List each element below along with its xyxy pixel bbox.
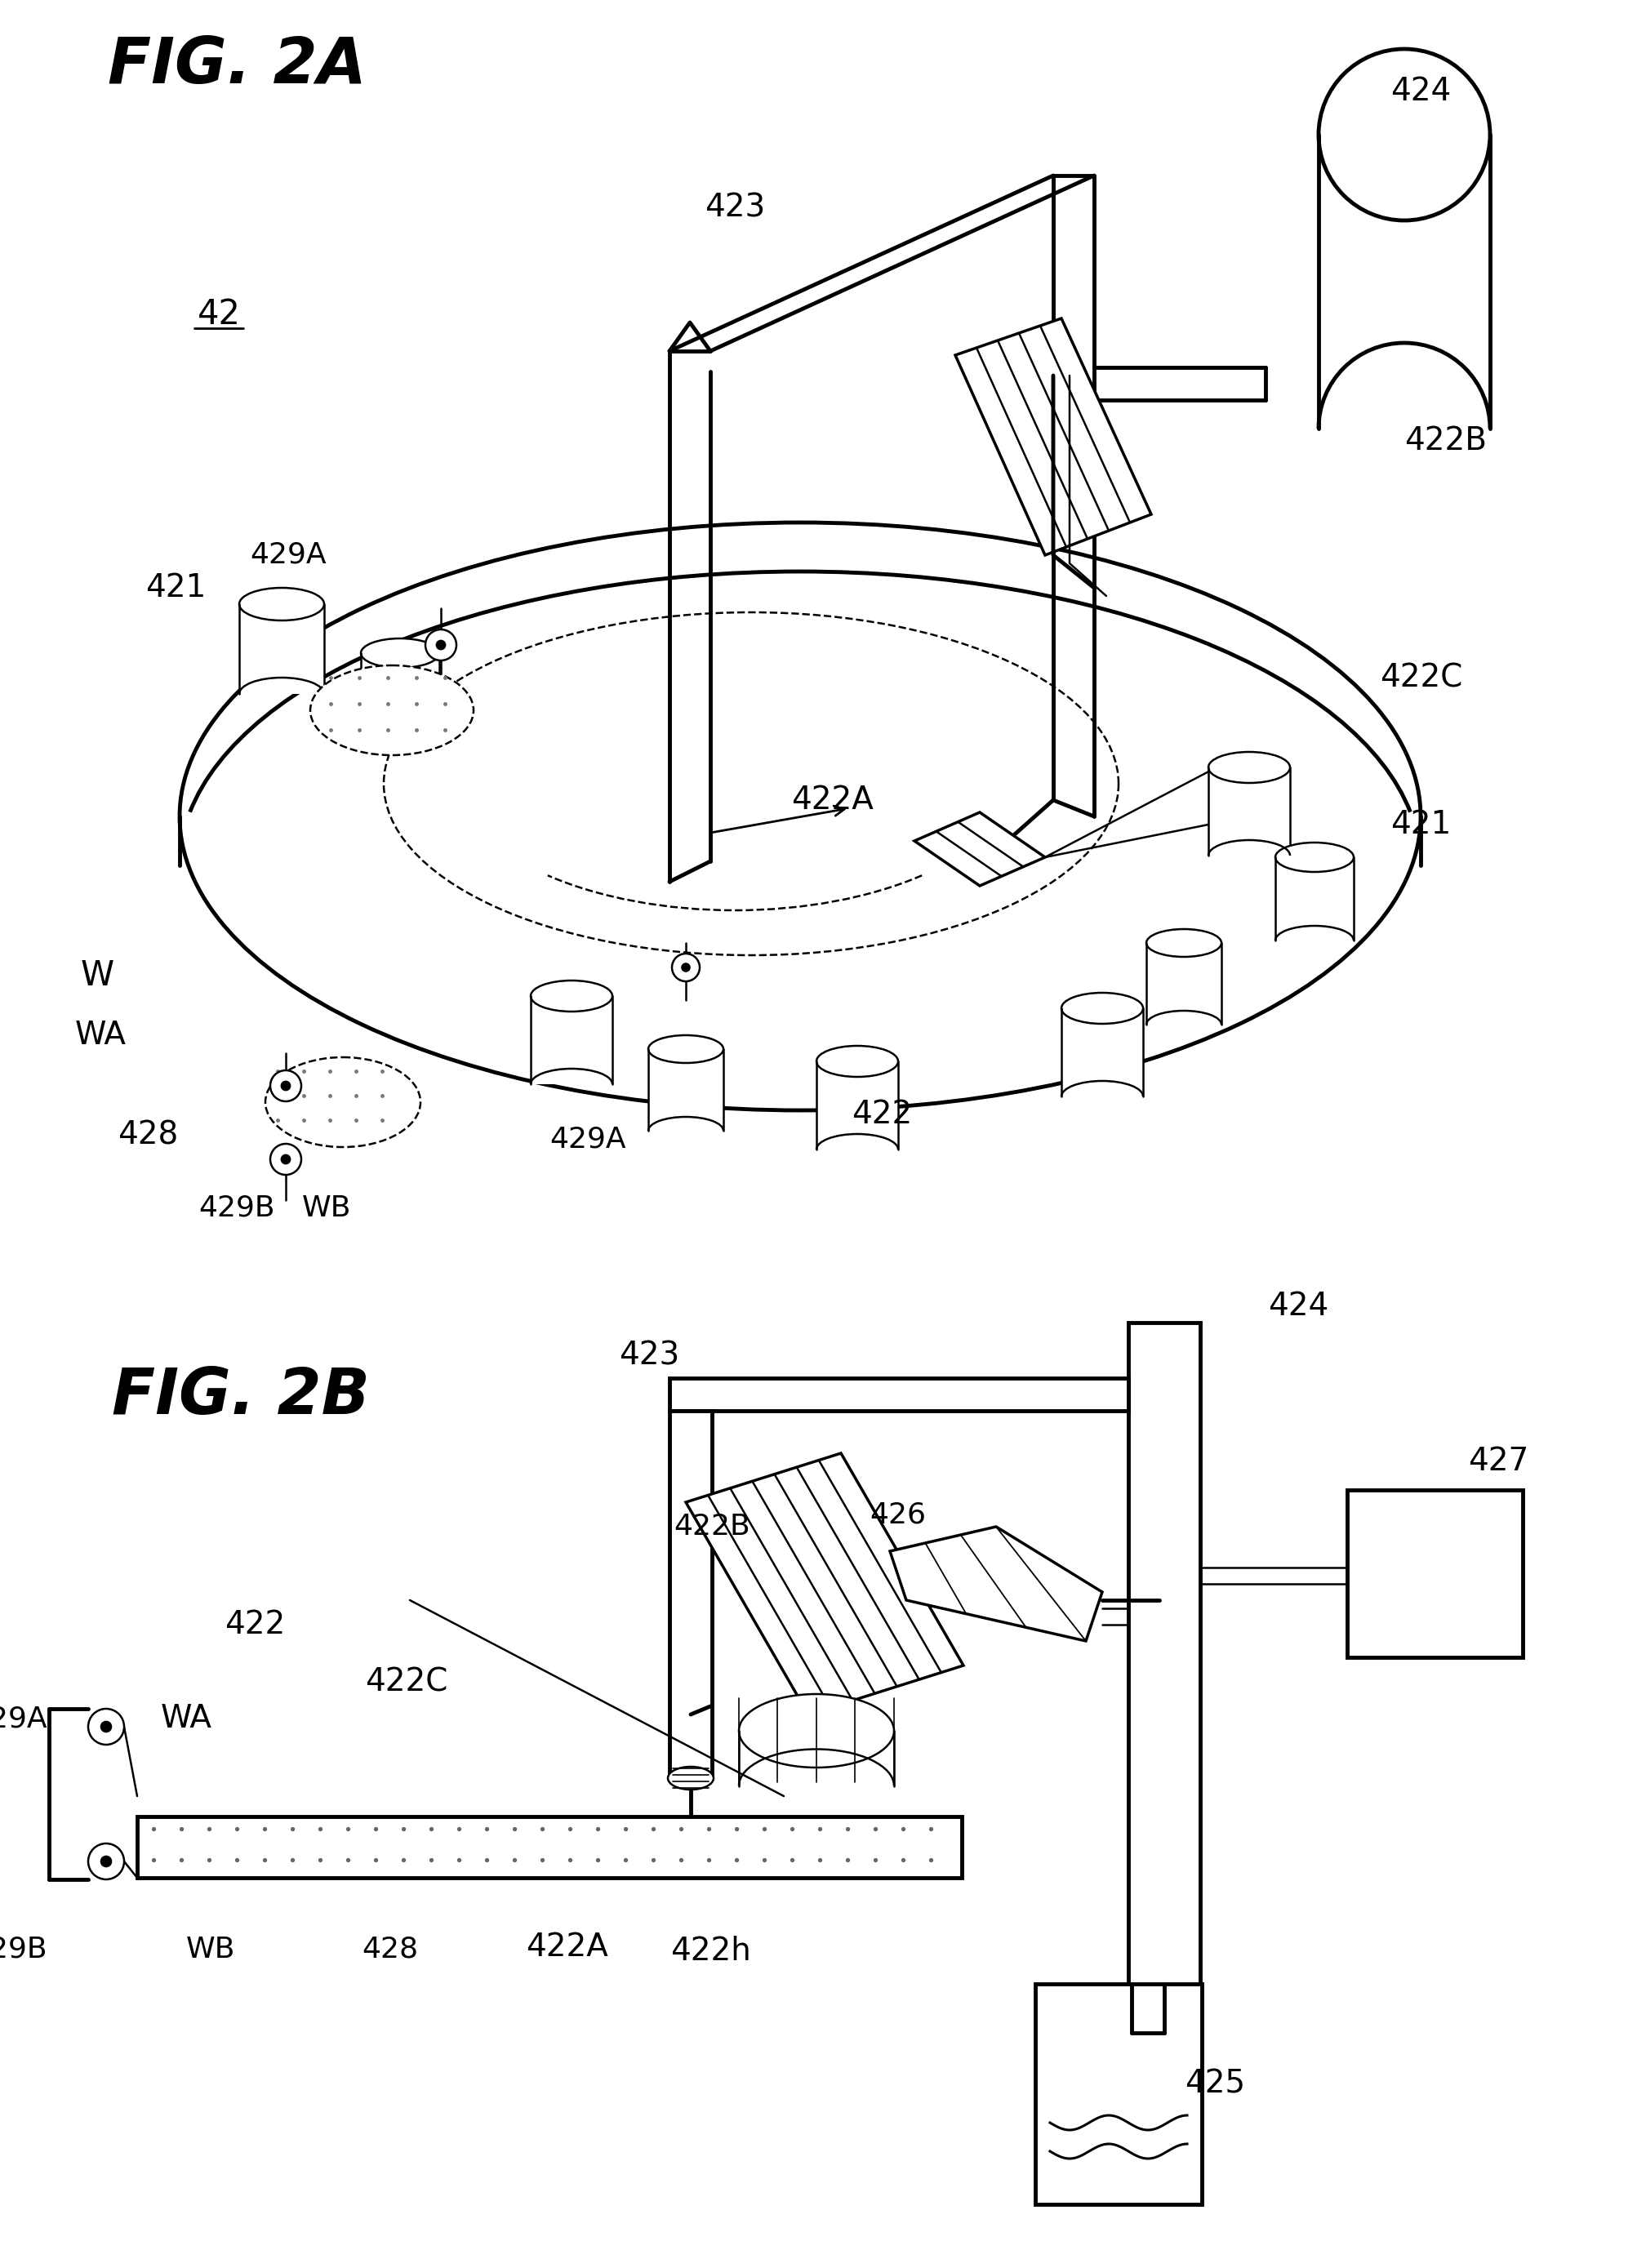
Bar xyxy=(360,653,439,735)
Bar xyxy=(670,1411,712,1778)
Polygon shape xyxy=(889,1526,1102,1642)
Text: 429A: 429A xyxy=(0,1706,47,1733)
Bar xyxy=(1035,1984,1202,2204)
Bar xyxy=(239,603,324,694)
Polygon shape xyxy=(686,1454,963,1715)
Ellipse shape xyxy=(668,1767,714,1789)
Ellipse shape xyxy=(1208,753,1290,782)
Ellipse shape xyxy=(180,522,1419,1111)
Bar xyxy=(1128,1322,1200,2032)
Text: 423: 423 xyxy=(704,193,764,225)
Text: 422B: 422B xyxy=(1403,426,1486,456)
Text: WA: WA xyxy=(75,1021,126,1050)
Bar xyxy=(530,996,612,1084)
Text: 422: 422 xyxy=(224,1610,285,1640)
Text: WB: WB xyxy=(187,1935,236,1964)
Text: 429A: 429A xyxy=(250,542,326,569)
Bar xyxy=(1347,1490,1522,1658)
Text: 422: 422 xyxy=(851,1100,912,1129)
Circle shape xyxy=(671,953,699,982)
Text: 422C: 422C xyxy=(1378,662,1462,694)
Text: FIG. 2B: FIG. 2B xyxy=(111,1365,370,1427)
Text: 429B: 429B xyxy=(0,1935,47,1964)
Text: 422h: 422h xyxy=(670,1935,750,1966)
Text: 425: 425 xyxy=(1184,2068,1244,2098)
Text: 426: 426 xyxy=(869,1501,927,1529)
Text: 421: 421 xyxy=(1390,810,1450,839)
Text: 424: 424 xyxy=(1267,1290,1328,1322)
Circle shape xyxy=(282,1154,290,1163)
Circle shape xyxy=(101,1721,111,1733)
Text: 422B: 422B xyxy=(673,1513,750,1540)
Text: FIG. 2A: FIG. 2A xyxy=(108,34,367,95)
Text: 428: 428 xyxy=(362,1935,419,1964)
Bar xyxy=(1275,857,1354,941)
Circle shape xyxy=(270,1143,301,1175)
Text: 427: 427 xyxy=(1467,1447,1527,1476)
Text: 429B: 429B xyxy=(198,1195,275,1222)
Ellipse shape xyxy=(738,1694,894,1767)
Bar xyxy=(648,1050,724,1132)
Circle shape xyxy=(101,1855,111,1867)
Ellipse shape xyxy=(360,637,439,667)
Ellipse shape xyxy=(239,587,324,621)
Ellipse shape xyxy=(1146,930,1221,957)
Bar xyxy=(138,1817,961,1878)
Text: 421: 421 xyxy=(146,572,206,603)
Text: 422A: 422A xyxy=(791,785,874,816)
Polygon shape xyxy=(954,318,1151,556)
Bar xyxy=(1061,1009,1143,1095)
Text: 424: 424 xyxy=(1390,75,1450,107)
Ellipse shape xyxy=(648,1034,724,1064)
Text: 423: 423 xyxy=(619,1340,679,1370)
Circle shape xyxy=(426,631,457,660)
Circle shape xyxy=(282,1082,290,1091)
Text: 42: 42 xyxy=(196,297,241,331)
Ellipse shape xyxy=(817,1046,897,1077)
Text: 428: 428 xyxy=(118,1120,178,1150)
Ellipse shape xyxy=(309,665,473,755)
Bar xyxy=(817,1061,897,1150)
Bar xyxy=(670,1379,1128,1411)
FancyArrowPatch shape xyxy=(712,805,845,832)
Ellipse shape xyxy=(1275,841,1354,871)
Ellipse shape xyxy=(265,1057,421,1148)
Circle shape xyxy=(435,640,445,649)
Text: 429A: 429A xyxy=(550,1125,625,1152)
Polygon shape xyxy=(913,812,1044,887)
Circle shape xyxy=(88,1708,124,1744)
Text: WA: WA xyxy=(160,1703,211,1735)
Circle shape xyxy=(681,964,689,971)
Circle shape xyxy=(88,1844,124,1880)
Ellipse shape xyxy=(1061,993,1143,1023)
Text: 422A: 422A xyxy=(525,1932,609,1962)
Bar xyxy=(1146,943,1221,1025)
Text: 422C: 422C xyxy=(365,1667,449,1696)
Circle shape xyxy=(270,1070,301,1102)
Bar xyxy=(1318,134,1490,429)
Ellipse shape xyxy=(530,980,612,1012)
Text: W: W xyxy=(80,959,115,993)
Bar xyxy=(1208,767,1290,855)
Ellipse shape xyxy=(1318,50,1490,220)
Text: WB: WB xyxy=(301,1195,350,1222)
